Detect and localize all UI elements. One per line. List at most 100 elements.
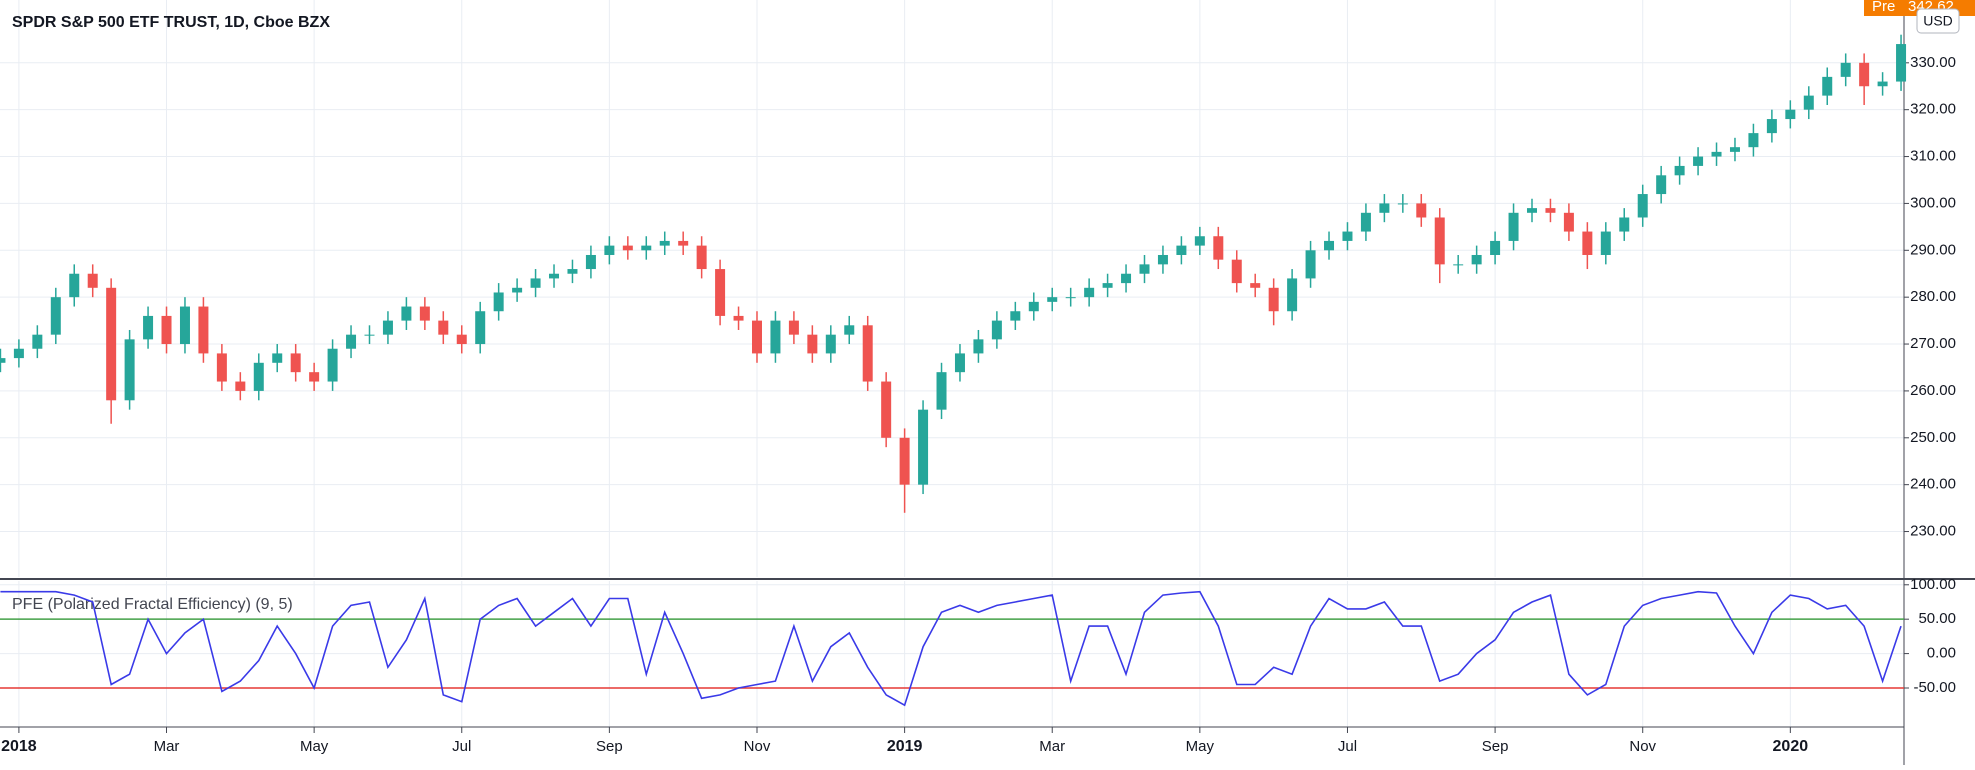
- candle-body: [1674, 165, 1685, 176]
- candle-body: [1582, 231, 1593, 255]
- candle-body: [1619, 217, 1630, 232]
- candle-body: [1360, 212, 1371, 232]
- x-tick-label: Nov: [1629, 738, 1656, 755]
- candle-body: [364, 334, 375, 336]
- candle-body: [1010, 311, 1021, 321]
- candle-body: [604, 245, 615, 255]
- y-tick-label: 240.00: [1910, 476, 1956, 493]
- candle-body: [179, 306, 190, 345]
- candle-body: [954, 353, 965, 373]
- x-tick-label: Mar: [154, 738, 180, 755]
- candle-body: [235, 381, 246, 391]
- candle-body: [1656, 175, 1667, 195]
- candle-body: [106, 287, 117, 401]
- candle-body: [161, 315, 172, 345]
- candle-body: [659, 240, 670, 246]
- y-tick-label: 260.00: [1910, 382, 1956, 399]
- candle-body: [807, 334, 818, 354]
- candle-body: [0, 358, 6, 363]
- x-tick-label: 2020: [1773, 738, 1809, 755]
- candle-body: [382, 320, 393, 335]
- currency-label[interactable]: USD: [1923, 13, 1953, 29]
- candle-body: [1600, 231, 1611, 255]
- candle-body: [1176, 245, 1187, 255]
- candle-body: [844, 325, 855, 335]
- candle-body: [1397, 203, 1408, 205]
- candle-body: [973, 339, 984, 354]
- candle-body: [253, 362, 264, 391]
- candle-body: [456, 334, 467, 345]
- candle-body: [327, 348, 338, 382]
- chart-title: SPDR S&P 500 ETF TRUST, 1D, Cboe BZX: [12, 14, 330, 31]
- x-tick-label: 2018: [1, 738, 37, 755]
- candle-body: [1766, 119, 1777, 134]
- candle-body: [1563, 212, 1574, 232]
- x-tick-label: Sep: [596, 738, 623, 755]
- y-tick-label: 330.00: [1910, 54, 1956, 71]
- candle-body: [438, 320, 449, 335]
- candle-body: [1748, 133, 1759, 148]
- candle-body: [1250, 283, 1261, 288]
- candle-body: [1453, 264, 1464, 266]
- indicator-title: PFE (Polarized Fractal Efficiency) (9, 5…: [12, 596, 293, 613]
- x-tick-label: Jul: [1338, 738, 1357, 755]
- candle-body: [1139, 264, 1150, 274]
- candle-body: [991, 320, 1002, 340]
- candle-body: [1434, 217, 1445, 265]
- candle-body: [1028, 301, 1039, 312]
- candle-body: [216, 353, 227, 382]
- candle-body: [1729, 147, 1740, 152]
- candle-body: [32, 334, 43, 349]
- candle-body: [567, 269, 578, 274]
- x-tick-label: 2019: [887, 738, 923, 755]
- candle-body: [1379, 203, 1390, 213]
- candle-body: [936, 372, 947, 410]
- candle-body: [1121, 273, 1132, 284]
- candle-body: [290, 353, 301, 373]
- pfe-line: [0, 590, 1902, 707]
- candle-body: [419, 306, 430, 321]
- y-tick-label: 100.00: [1910, 576, 1956, 593]
- candle-body: [899, 437, 910, 485]
- candle-body: [1896, 44, 1907, 82]
- y-tick-label: 250.00: [1910, 429, 1956, 446]
- candle-body: [1803, 95, 1814, 110]
- currency-button[interactable]: [1916, 8, 1960, 34]
- candle-body: [1877, 81, 1888, 87]
- candle-body: [1637, 194, 1648, 218]
- candle-body: [1047, 297, 1058, 302]
- candle-body: [1416, 203, 1427, 218]
- candle-body: [198, 306, 209, 354]
- candle-body: [1305, 250, 1316, 279]
- candle-body: [788, 320, 799, 335]
- candle-body: [475, 311, 486, 345]
- candle-body: [401, 306, 412, 321]
- candle-body: [1213, 236, 1224, 260]
- candle-body: [143, 315, 154, 340]
- candle-body: [770, 320, 781, 354]
- candle-body: [1342, 231, 1353, 241]
- candle-body: [87, 273, 98, 288]
- candle-body: [346, 334, 357, 349]
- x-tick-label: Mar: [1039, 738, 1065, 755]
- y-tick-label: 300.00: [1910, 194, 1956, 211]
- candle-body: [309, 372, 320, 382]
- candle-body: [678, 240, 689, 246]
- candle-body: [1065, 297, 1076, 299]
- candle-body: [50, 297, 61, 335]
- y-tick-label: 0.00: [1927, 645, 1956, 662]
- candle-body: [1231, 259, 1242, 284]
- candle-body: [549, 273, 560, 279]
- candle-body: [1526, 208, 1537, 213]
- y-tick-label: 320.00: [1910, 101, 1956, 118]
- candle-body: [881, 381, 892, 438]
- candle-body: [862, 325, 873, 382]
- candle-body: [715, 269, 726, 316]
- candle-body: [585, 254, 596, 270]
- x-tick-label: May: [1186, 738, 1215, 755]
- candle-body: [69, 273, 80, 298]
- y-tick-label: 230.00: [1910, 523, 1956, 540]
- candle-body: [1822, 76, 1833, 96]
